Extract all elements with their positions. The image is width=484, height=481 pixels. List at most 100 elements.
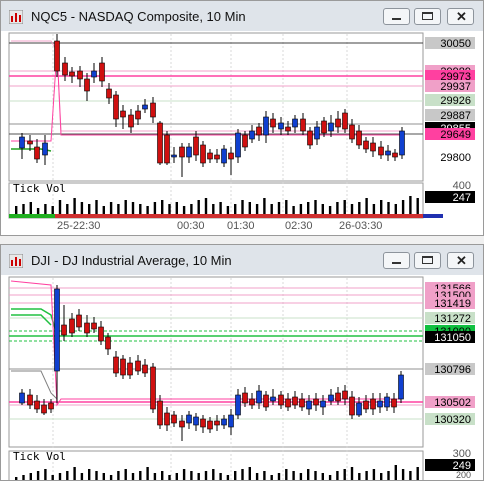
maximize-icon <box>422 12 433 20</box>
title-bar[interactable]: NQC5 - NASDAQ Composite, 10 Min ✕ <box>1 1 483 32</box>
volume-bar <box>314 200 317 216</box>
candlestick <box>370 398 376 410</box>
price-tag-label: 29937 <box>440 81 471 93</box>
candlestick <box>120 110 126 118</box>
volume-scale-label: 300 <box>453 448 471 460</box>
volume-bar <box>394 204 397 216</box>
candlestick <box>76 314 82 328</box>
price-panel-frame <box>8 32 424 182</box>
price-tag-label: 130502 <box>434 397 471 409</box>
volume-bar <box>248 467 251 480</box>
minimize-button[interactable] <box>383 252 410 269</box>
candlestick <box>399 130 405 156</box>
candlestick <box>378 146 384 156</box>
candlestick <box>356 402 362 416</box>
volume-bar <box>255 473 259 480</box>
x-tick-label: 25-22:30 <box>57 220 100 232</box>
candlestick <box>235 394 241 416</box>
candlestick <box>157 400 163 426</box>
volume-bar <box>401 200 405 216</box>
candlestick <box>385 150 391 156</box>
volume-bar <box>248 202 251 216</box>
candlestick <box>263 394 269 408</box>
volume-bar <box>197 200 200 216</box>
candlestick <box>113 356 119 374</box>
candlestick <box>349 396 355 416</box>
candlestick <box>370 142 376 152</box>
price-tag: 130320 <box>425 413 475 426</box>
volume-bar <box>350 467 354 480</box>
volume-bar <box>80 202 84 216</box>
volume-bar <box>190 471 193 480</box>
chart-app-icon <box>9 10 23 24</box>
candlestick <box>186 414 192 424</box>
close-icon: ✕ <box>456 9 467 24</box>
candlestick <box>127 362 133 376</box>
candlestick <box>392 152 398 158</box>
volume-bar <box>350 204 354 216</box>
price-tag: 131419 <box>425 297 475 310</box>
volume-bar <box>292 471 295 480</box>
x-tick-label: 00:30 <box>177 220 205 232</box>
price-tag-bg <box>425 109 475 121</box>
volume-bar <box>44 469 47 480</box>
candlestick <box>27 394 33 406</box>
candlestick <box>105 336 111 350</box>
minimize-button[interactable] <box>383 8 410 25</box>
volume-bar <box>263 198 266 216</box>
session-strip-red <box>55 214 423 218</box>
candlestick <box>335 392 341 402</box>
candlestick <box>328 122 334 132</box>
volume-bar <box>277 473 281 480</box>
price-tag: 131050 <box>425 331 475 344</box>
close-button[interactable]: ✕ <box>447 252 474 269</box>
candlestick <box>314 126 320 140</box>
volume-bar <box>95 471 98 480</box>
candlestick <box>299 398 305 408</box>
price-tag-bg <box>425 396 475 408</box>
candlestick <box>256 126 262 136</box>
volume-bar <box>394 465 397 480</box>
close-button[interactable]: ✕ <box>447 8 474 25</box>
candlestick <box>19 392 25 404</box>
candlestick <box>62 62 68 76</box>
candlestick <box>186 146 192 158</box>
price-chart[interactable]: 25-22:30 00:30 01:30 02:30 26-03:30 Tick Vol 3… <box>1 31 483 235</box>
candlestick <box>200 418 206 428</box>
candlestick <box>61 324 67 336</box>
candlestick <box>171 414 177 424</box>
maximize-button[interactable] <box>414 8 441 25</box>
volume-bar <box>416 198 419 216</box>
candlestick <box>106 88 112 99</box>
price-tag: 29926 <box>425 94 475 107</box>
volume-panel-frame <box>8 450 424 480</box>
volume-bar <box>139 204 142 216</box>
volume-bar <box>88 204 91 216</box>
volume-bar <box>73 467 76 480</box>
maximize-button[interactable] <box>414 252 441 269</box>
candlestick <box>193 136 199 156</box>
volume-value-label: 249 <box>453 460 471 472</box>
volume-bar <box>15 477 18 480</box>
price-tag-label: 29649 <box>440 129 471 141</box>
price-panel-frame <box>8 276 424 448</box>
candlestick <box>27 140 33 145</box>
volume-bar <box>226 475 230 480</box>
volume-bar <box>365 471 368 480</box>
candlestick <box>207 152 213 160</box>
candlestick <box>179 420 185 428</box>
candlestick <box>69 71 75 77</box>
window-title: DJI - DJ Industrial Average, 10 Min <box>31 253 232 268</box>
volume-bar <box>109 202 113 216</box>
volume-indicator-label: Tick Vol <box>13 182 66 195</box>
volume-bar <box>387 471 390 480</box>
title-bar[interactable]: DJI - DJ Industrial Average, 10 Min ✕ <box>1 245 483 276</box>
candlestick <box>120 358 126 376</box>
volume-indicator-label: Tick Vol <box>13 450 66 463</box>
volume-bar <box>285 200 288 216</box>
candlestick <box>34 400 40 410</box>
volume-bar <box>58 473 62 480</box>
price-tag-bg <box>425 297 475 309</box>
candlestick <box>214 420 220 426</box>
